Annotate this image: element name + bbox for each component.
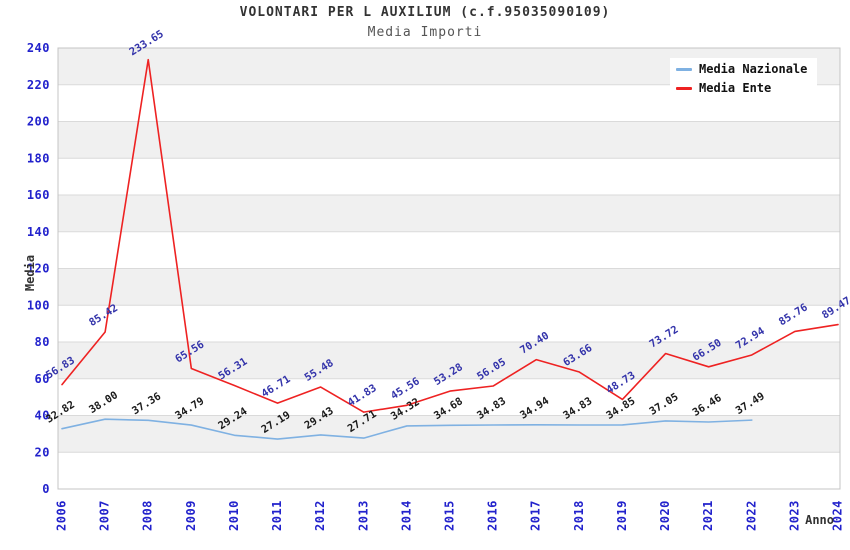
media-nazionale-swatch-icon [676, 67, 692, 71]
series-line-ente [61, 58, 839, 413]
x-tick-label: 2007 [98, 500, 112, 531]
y-tick-label: 200 [27, 115, 50, 129]
y-tick-label: 180 [27, 151, 50, 165]
y-tick-label: 20 [35, 445, 50, 459]
x-tick-label: 2019 [615, 500, 629, 531]
plot-band [58, 231, 840, 269]
y-tick-label: 120 [27, 262, 50, 276]
x-tick-label: 2012 [313, 500, 327, 531]
x-tick-label: 2018 [572, 500, 586, 531]
legend-item-media-ente: Media Ente [676, 81, 807, 95]
legend-label: Media Nazionale [699, 62, 808, 76]
y-tick-label: 0 [42, 482, 50, 496]
plot-band [58, 195, 840, 232]
legend: Media Nazionale Media Ente [670, 58, 818, 99]
plot-band [58, 268, 840, 306]
x-tick-label: 2015 [443, 500, 457, 531]
x-tick-label: 2006 [55, 500, 69, 531]
y-tick-label: 240 [27, 41, 50, 55]
y-tick-label: 140 [27, 225, 50, 239]
y-tick-label: 100 [27, 298, 50, 312]
x-tick-label: 2010 [227, 500, 241, 531]
legend-item-media-nazionale: Media Nazionale [676, 62, 807, 76]
plot-band [58, 158, 840, 195]
x-tick-label: 2020 [658, 500, 672, 531]
chart-subtitle: Media Importi [367, 25, 483, 40]
legend-label: Media Ente [699, 81, 772, 95]
x-tick-label: 2017 [529, 500, 543, 531]
x-tick-label: 2024 [831, 500, 845, 531]
plot-band [58, 452, 840, 489]
plot-band [58, 305, 840, 342]
x-tick-label: 2008 [141, 500, 155, 531]
chart-title: VOLONTARI PER L AUXILIUM (c.f.9503509010… [239, 5, 611, 20]
x-tick-label: 2011 [270, 500, 284, 531]
plot-border [57, 47, 841, 490]
y-axis-title: Media [23, 254, 37, 292]
y-tick-label: 40 [35, 409, 50, 423]
y-tick-label: 220 [27, 78, 50, 92]
x-tick-label: 2014 [399, 500, 413, 531]
y-tick-label: 60 [35, 372, 50, 386]
x-axis-title: Anno [805, 513, 834, 527]
y-tick-label: 80 [35, 335, 50, 349]
x-tick-label: 2009 [184, 500, 198, 531]
x-tick-label: 2016 [486, 500, 500, 531]
media-ente-swatch-icon [676, 86, 692, 90]
x-tick-label: 2023 [787, 500, 801, 531]
x-tick-label: 2021 [701, 500, 715, 531]
x-tick-label: 2022 [744, 500, 758, 531]
x-tick-label: 2013 [356, 500, 370, 531]
plot-band [58, 378, 840, 416]
y-tick-label: 160 [27, 188, 50, 202]
plot-band [58, 121, 840, 159]
series-line-nazionale [61, 418, 753, 440]
